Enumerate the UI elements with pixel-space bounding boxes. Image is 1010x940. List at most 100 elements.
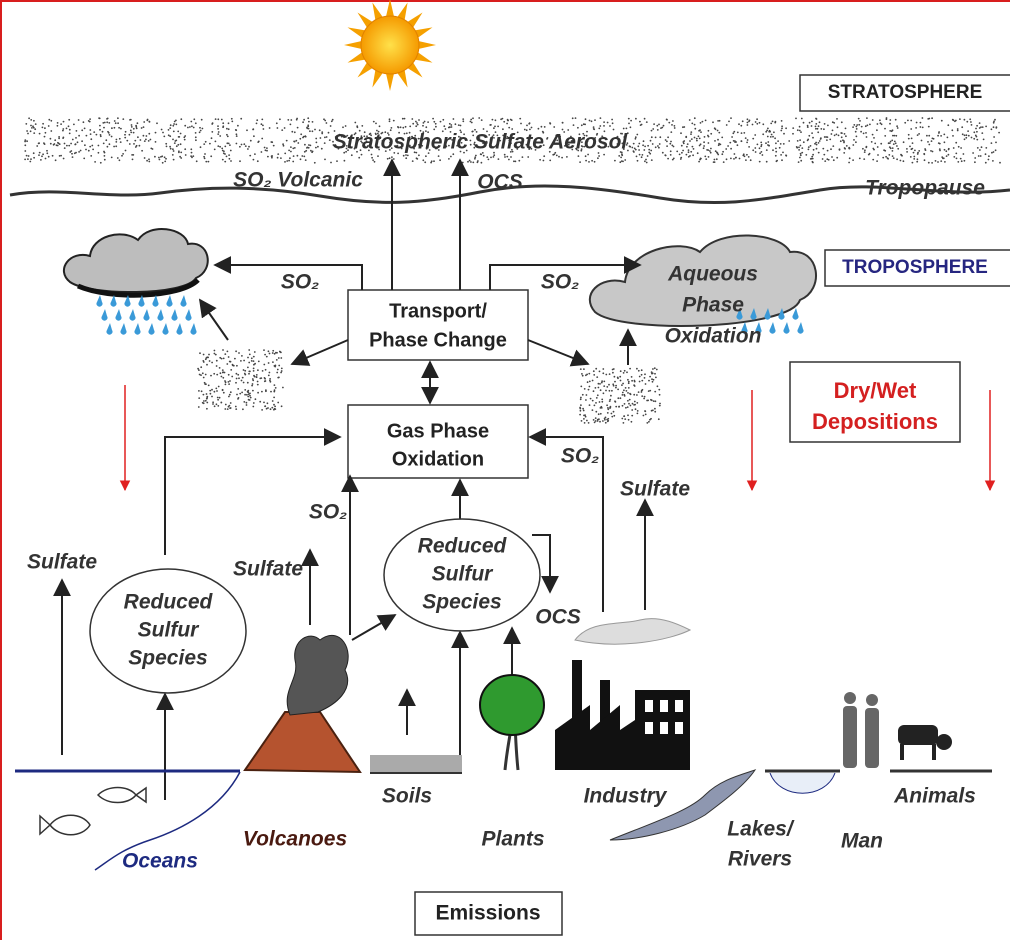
aerosol-dot <box>636 394 638 396</box>
aerosol-dot <box>263 402 265 404</box>
aerosol-dot <box>947 124 949 126</box>
aerosol-dot <box>522 156 524 158</box>
aerosol-dot <box>504 156 506 158</box>
aerosol-dot <box>634 385 636 387</box>
aerosol-dot <box>611 416 613 418</box>
aerosol-dot <box>131 124 133 126</box>
aerosol-dot <box>637 410 639 412</box>
aerosol-dot <box>855 131 857 133</box>
aerosol-dot <box>626 371 628 373</box>
aerosol-dot <box>621 384 623 386</box>
aerosol-dot <box>166 146 168 148</box>
aerosol-dot <box>33 157 35 159</box>
aerosol-dot <box>993 122 995 124</box>
aerosol-dot <box>104 159 106 161</box>
aerosol-dot <box>628 387 630 389</box>
aerosol-dot <box>251 357 253 359</box>
aerosol-dot <box>462 120 464 122</box>
aerosol-dot <box>393 120 395 122</box>
aerosol-dot <box>227 136 229 138</box>
aerosol-dot <box>404 118 406 120</box>
aerosol-dot <box>305 150 307 152</box>
aerosol-dot <box>615 385 617 387</box>
aerosol-dot <box>880 143 882 145</box>
aerosol-dot <box>228 383 230 385</box>
aerosol-dot <box>207 357 209 359</box>
aerosol-dot <box>643 415 645 417</box>
aerosol-dot <box>999 162 1001 164</box>
aerosol-dot <box>276 372 278 374</box>
aerosol-dot <box>913 152 915 154</box>
aerosol-dot <box>818 142 820 144</box>
aerosol-dot <box>217 405 219 407</box>
aerosol-dot <box>315 138 317 140</box>
aerosol-dot <box>460 125 462 127</box>
aerosol-dot <box>968 135 970 137</box>
aerosol-dot <box>190 148 192 150</box>
aerosol-dot <box>752 149 754 151</box>
aerosol-dot <box>605 390 607 392</box>
aerosol-dot <box>808 135 810 137</box>
aerosol-dot <box>811 121 813 123</box>
aerosol-dot <box>435 126 437 128</box>
aerosol-dot <box>458 124 460 126</box>
aerosol-dot <box>89 146 91 148</box>
aerosol-dot <box>717 154 719 156</box>
aerosol-dot <box>631 376 633 378</box>
aerosol-dot <box>617 389 619 391</box>
aerosol-dot <box>237 125 239 127</box>
aerosol-dot <box>236 365 238 367</box>
aerosol-dot <box>72 139 74 141</box>
aerosol-dot <box>172 125 174 127</box>
flux-label: SO₂ <box>561 445 599 468</box>
aerosol-dot <box>598 155 600 157</box>
aerosol-dot <box>660 127 662 129</box>
aerosol-dot <box>583 368 585 370</box>
aerosol-dot <box>846 145 848 147</box>
aerosol-dot <box>690 151 692 153</box>
aerosol-dot <box>638 391 640 393</box>
aerosol-dot <box>256 123 258 125</box>
aerosol-dot <box>981 132 983 134</box>
aerosol-dot <box>326 136 328 138</box>
aerosol-dot <box>895 142 897 144</box>
aerosol-dot <box>222 372 224 374</box>
raindrop <box>793 308 799 320</box>
aerosol-dot <box>330 162 332 164</box>
aerosol-dot <box>646 162 648 164</box>
aerosol-dot <box>745 137 747 139</box>
aerosol-dot <box>250 140 252 142</box>
aerosol-dot <box>274 366 276 368</box>
aerosol-dot <box>792 133 794 135</box>
aerosol-dot <box>822 148 824 150</box>
aerosol-dot <box>278 357 280 359</box>
aerosol-dot <box>294 147 296 149</box>
aerosol-dot <box>815 128 817 130</box>
aerosol-dot <box>164 156 166 158</box>
aerosol-dot <box>178 136 180 138</box>
aerosol-dot <box>813 149 815 151</box>
aerosol-dot <box>220 402 222 404</box>
aerosol-dot <box>63 137 65 139</box>
aerosol-dot <box>639 381 641 383</box>
aerosol-dot <box>931 117 933 119</box>
aerosol-dot <box>779 147 781 149</box>
aerosol-dot <box>329 139 331 141</box>
aerosol-dot <box>412 123 414 125</box>
aerosol-dot <box>952 135 954 137</box>
aerosol-dot <box>425 155 427 157</box>
aerosol-dot <box>581 124 583 126</box>
aerosol-dot <box>582 394 584 396</box>
aerosol-dot <box>427 121 429 123</box>
aerosol-dot <box>816 148 818 150</box>
aerosol-dot <box>917 158 919 160</box>
aerosol-dot <box>699 129 701 131</box>
aerosol-dot <box>622 394 624 396</box>
aerosol-dot <box>259 401 261 403</box>
aerosol-dot <box>439 159 441 161</box>
aerosol-dot <box>306 127 308 129</box>
aerosol-dot <box>955 153 957 155</box>
aerosol-dot <box>263 128 265 130</box>
aerosol-dot <box>193 127 195 129</box>
aerosol-dot <box>603 381 605 383</box>
